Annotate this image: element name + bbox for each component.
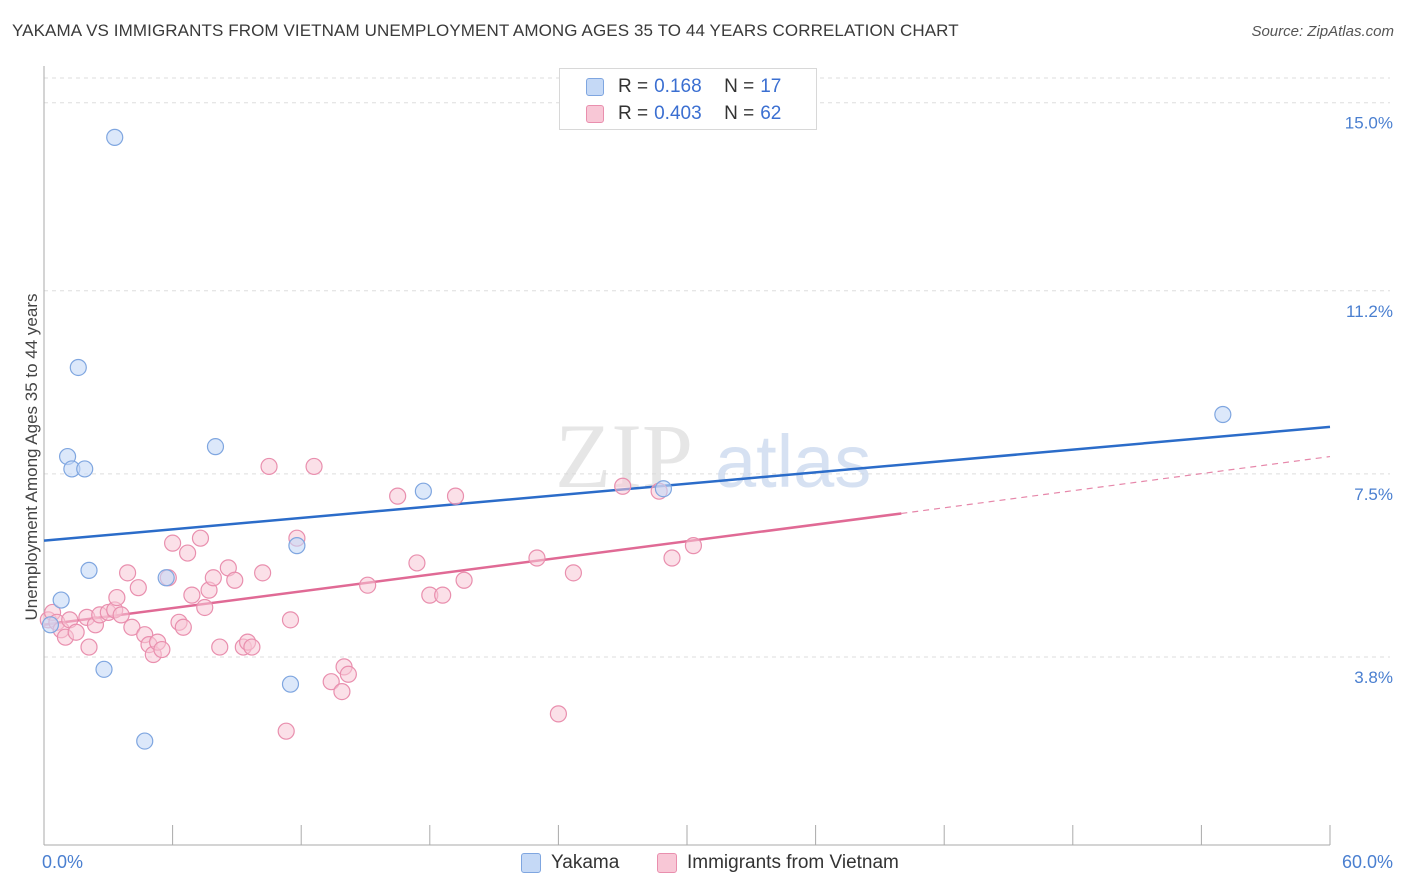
yakama-point bbox=[157, 569, 175, 587]
y-tick-label: 15.0% bbox=[1345, 114, 1393, 133]
yakama-point bbox=[288, 537, 306, 555]
chart-title: YAKAMA VS IMMIGRANTS FROM VIETNAM UNEMPL… bbox=[12, 21, 959, 40]
vietnam-point bbox=[118, 564, 137, 582]
legend-n-label: N = bbox=[724, 103, 755, 124]
vietnam-point bbox=[226, 571, 244, 589]
yakama-swatch bbox=[586, 78, 604, 96]
gridlines bbox=[44, 77, 1390, 658]
vietnam-point bbox=[67, 623, 85, 641]
vietnam-legend-swatch bbox=[657, 853, 677, 873]
x-tick-label-min: 0.0% bbox=[42, 852, 84, 872]
data-points bbox=[39, 128, 1232, 750]
yakama-point bbox=[206, 438, 225, 456]
legend-item-vietnam[interactable]: Immigrants from Vietnam bbox=[657, 852, 899, 874]
vietnam-point bbox=[281, 611, 300, 629]
legend-n-value: 17 bbox=[760, 76, 782, 97]
vietnam-point bbox=[164, 534, 182, 552]
vietnam-point bbox=[322, 673, 340, 691]
yakama-trend-line bbox=[43, 425, 1331, 542]
vietnam-point bbox=[183, 586, 201, 604]
vietnam-point bbox=[108, 588, 126, 607]
yakama-point bbox=[106, 128, 124, 146]
vietnam-point bbox=[211, 638, 229, 656]
yakama-point bbox=[41, 616, 60, 634]
vietnam-point bbox=[684, 537, 703, 555]
vietnam-point bbox=[359, 576, 377, 594]
vietnam-point bbox=[179, 544, 197, 562]
vietnam-swatch bbox=[586, 105, 604, 123]
vietnam-point bbox=[333, 682, 351, 701]
yakama-point bbox=[52, 591, 70, 609]
vietnam-point bbox=[80, 638, 98, 656]
legend-r-value: 0.403 bbox=[654, 103, 702, 124]
x-tick-label-max: 60.0% bbox=[1341, 852, 1393, 872]
vietnam-point bbox=[254, 564, 272, 582]
legend-r-label: R = bbox=[618, 76, 649, 97]
vietnam-point bbox=[112, 606, 130, 624]
vietnam-point bbox=[455, 571, 473, 589]
series-legend: Yakama Immigrants from Vietnam bbox=[0, 852, 1406, 876]
vietnam-point bbox=[528, 549, 546, 567]
vietnam-point bbox=[174, 618, 192, 636]
y-tick-labels: 3.8% 7.5% 11.2% 15.0% bbox=[1345, 114, 1393, 687]
vietnam-point bbox=[389, 487, 407, 505]
vietnam-point bbox=[129, 579, 147, 597]
legend-r-label: R = bbox=[618, 103, 649, 124]
yakama-point bbox=[414, 482, 432, 500]
vietnam-point bbox=[549, 705, 568, 723]
vietnam-point bbox=[339, 665, 357, 683]
trend-lines bbox=[43, 425, 1331, 627]
vietnam-point bbox=[191, 529, 210, 547]
legend-row-vietnam: R = 0.403 N = 62 bbox=[586, 102, 781, 126]
legend-item-label: Immigrants from Vietnam bbox=[687, 852, 899, 873]
source-credit: Source: ZipAtlas.com bbox=[1251, 23, 1394, 40]
axes bbox=[43, 66, 1331, 846]
yakama-point bbox=[1214, 405, 1232, 424]
legend-n-label: N = bbox=[724, 76, 755, 97]
vietnam-point bbox=[204, 569, 222, 587]
yakama-point bbox=[69, 358, 87, 377]
y-tick-label: 3.8% bbox=[1354, 668, 1393, 687]
y-axis-label: Unemployment Among Ages 35 to 44 years bbox=[22, 294, 41, 621]
yakama-point bbox=[76, 460, 94, 478]
vietnam-point bbox=[123, 618, 141, 636]
yakama-point bbox=[80, 561, 98, 579]
vietnam-point bbox=[196, 598, 214, 617]
yakama-legend-swatch bbox=[521, 853, 541, 873]
legend-item-label: Yakama bbox=[551, 852, 620, 873]
y-tick-label: 11.2% bbox=[1346, 302, 1393, 321]
vietnam-point bbox=[243, 638, 261, 656]
legend-r-value: 0.168 bbox=[654, 76, 702, 97]
yakama-point bbox=[654, 480, 673, 498]
vietnam-point bbox=[663, 549, 681, 567]
legend-n-value: 62 bbox=[760, 103, 782, 124]
yakama-point bbox=[281, 675, 300, 693]
watermark-atlas: atlas bbox=[715, 420, 871, 503]
y-tick-label: 7.5% bbox=[1354, 485, 1393, 504]
legend-row-yakama: R = 0.168 N = 17 bbox=[586, 75, 781, 99]
vietnam-point bbox=[277, 722, 295, 740]
vietnam-point bbox=[446, 487, 465, 505]
legend-item-yakama[interactable]: Yakama bbox=[521, 852, 619, 874]
yakama-point bbox=[136, 732, 154, 750]
vietnam-point bbox=[408, 554, 426, 572]
vietnam-trend-line bbox=[43, 512, 902, 627]
vietnam-point bbox=[260, 457, 278, 476]
vietnam-point bbox=[434, 586, 452, 604]
correlation-legend: R = 0.168 N = 17 R = 0.403 N = 62 bbox=[559, 68, 817, 130]
vietnam-trend-extension bbox=[901, 455, 1331, 515]
yakama-point bbox=[95, 660, 113, 678]
vietnam-point bbox=[153, 640, 171, 659]
vietnam-point bbox=[614, 477, 632, 495]
vietnam-point bbox=[564, 564, 583, 582]
vietnam-point bbox=[305, 457, 323, 476]
